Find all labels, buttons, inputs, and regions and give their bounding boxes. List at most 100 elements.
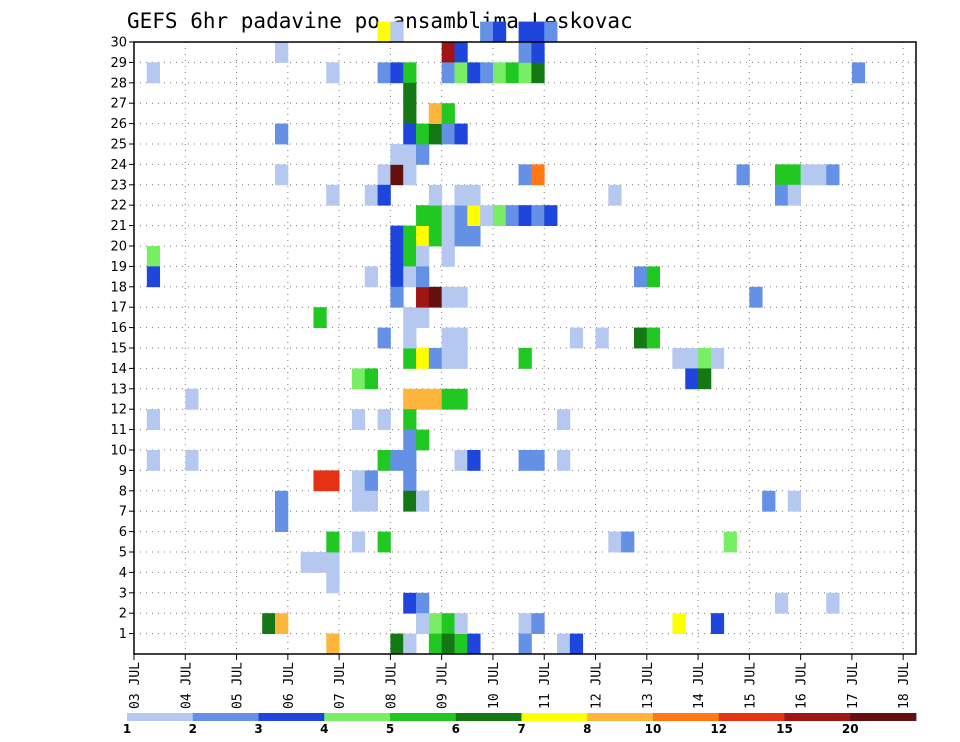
heatmap-cell-71 — [428, 348, 443, 369]
heatmap-cell-77 — [454, 388, 468, 410]
heatmap-cell-99 — [454, 123, 468, 145]
heatmap-cell-172 — [710, 348, 725, 369]
heatmap-cell-141 — [531, 62, 545, 84]
y-tick-label-7: 8 — [119, 484, 127, 499]
y-tick-label-28: 29 — [110, 56, 127, 71]
heatmap-cell-125 — [454, 613, 468, 634]
heatmap-cell-30 — [364, 368, 378, 390]
heatmap-cell-51 — [390, 266, 404, 288]
y-tick-label-25: 26 — [110, 117, 127, 132]
heatmap-cell-143 — [531, 21, 545, 43]
heatmap-cell-40 — [377, 164, 391, 186]
heatmap-cell-58 — [416, 123, 430, 145]
heatmap-cell-160 — [569, 633, 584, 655]
heatmap-cell-33 — [364, 184, 378, 206]
y-tick-label-21: 22 — [110, 199, 127, 214]
heatmap-cell-39 — [403, 62, 417, 84]
x-tick-label-7: 10 JUL — [487, 662, 502, 709]
heatmap-cell-17 — [300, 552, 314, 573]
heatmap-cell-108 — [467, 225, 481, 247]
x-tick-label-13: 16 JUL — [795, 662, 810, 709]
y-tick-label-3: 4 — [119, 566, 127, 581]
x-tick-label-14: 17 JUL — [846, 662, 861, 709]
heatmap-cell-50 — [403, 246, 417, 267]
color-legend: 1 2 3 4 5 6 7 8 10 12 15 20 — [123, 713, 917, 736]
heatmap-cell-176 — [710, 613, 725, 634]
heatmap-cell-185 — [826, 164, 840, 186]
heatmap-cells — [146, 21, 866, 655]
heatmap-cell-166 — [646, 266, 661, 288]
y-tick-label-29: 30 — [110, 36, 127, 51]
heatmap-cell-83 — [416, 490, 430, 512]
heatmap-cell-95 — [428, 225, 443, 247]
heatmap-cell-1 — [146, 246, 161, 267]
heatmap-cell-171 — [698, 348, 712, 369]
heatmap-cell-134 — [505, 205, 519, 226]
y-tick-label-8: 9 — [119, 464, 127, 479]
heatmap-cell-23 — [326, 531, 340, 553]
heatmap-cell-9 — [275, 164, 289, 186]
heatmap-cell-122 — [441, 633, 455, 655]
heatmap-cell-15 — [313, 470, 327, 492]
y-tick-label-27: 28 — [110, 76, 127, 91]
heatmap-cell-187 — [787, 184, 802, 206]
heatmap-cell-159 — [557, 633, 571, 655]
heatmap-cell-87 — [390, 633, 404, 655]
heatmap-cell-154 — [518, 348, 532, 369]
heatmap-cell-135 — [518, 205, 532, 226]
heatmap-cell-155 — [467, 633, 481, 655]
heatmap-cell-28 — [351, 531, 366, 553]
heatmap-cell-63 — [403, 225, 417, 247]
heatmap-cell-168 — [646, 327, 661, 349]
heatmap-cell-89 — [416, 286, 430, 308]
heatmap-cell-142 — [518, 21, 532, 43]
heatmap-cell-47 — [377, 531, 391, 553]
heatmap-cell-180 — [762, 490, 776, 512]
heatmap-cell-181 — [774, 164, 789, 186]
heatmap-cell-7 — [275, 42, 289, 63]
legend-swatch-5 — [455, 713, 522, 721]
heatmap-cell-190 — [826, 592, 840, 614]
y-tick-label-16: 17 — [110, 301, 127, 316]
heatmap-cell-151 — [518, 613, 532, 634]
legend-label-4: 5 — [386, 722, 394, 736]
legend-swatch-4 — [390, 713, 457, 721]
heatmap-cell-61 — [403, 103, 417, 124]
legend-label-7: 8 — [583, 722, 591, 736]
heatmap-cell-31 — [364, 470, 378, 492]
heatmap-cell-12 — [262, 613, 276, 634]
heatmap-cell-118 — [441, 348, 455, 369]
x-tick-label-8: 11 JUL — [538, 662, 553, 709]
heatmap-cell-38 — [390, 62, 404, 84]
heatmap-cell-34 — [364, 266, 378, 288]
heatmap-cell-167 — [633, 327, 648, 349]
x-tick-label-9: 12 JUL — [590, 662, 605, 709]
legend-label-1: 2 — [189, 722, 197, 736]
heatmap-cell-139 — [505, 62, 519, 84]
heatmap-cell-136 — [531, 205, 545, 226]
heatmap-cell-37 — [377, 62, 391, 84]
legend-label-5: 6 — [452, 722, 460, 736]
legend-label-2: 3 — [254, 722, 262, 736]
heatmap-cell-60 — [403, 82, 417, 104]
y-tick-label-18: 19 — [110, 260, 127, 275]
heatmap-cell-94 — [428, 184, 443, 206]
heatmap-cell-119 — [428, 613, 443, 634]
heatmap-cell-170 — [685, 348, 699, 369]
heatmap-cell-41 — [390, 164, 404, 186]
legend-swatch-11 — [850, 713, 917, 721]
heatmap-cell-82 — [403, 490, 417, 512]
heatmap-cell-188 — [787, 490, 802, 512]
y-tick-label-10: 11 — [110, 423, 127, 438]
x-tick-label-4: 07 JUL — [333, 662, 348, 709]
heatmap-cell-84 — [403, 450, 417, 471]
heatmap-cell-75 — [428, 388, 443, 410]
y-tick-label-26: 27 — [110, 97, 127, 112]
x-tick-label-12: 15 JUL — [743, 662, 758, 709]
heatmap-cell-123 — [454, 633, 468, 655]
heatmap-cell-101 — [454, 42, 468, 63]
legend-swatch-2 — [258, 713, 325, 721]
legend-swatch-1 — [192, 713, 259, 721]
heatmap-cell-96 — [428, 103, 443, 124]
heatmap-cell-184 — [813, 164, 827, 186]
